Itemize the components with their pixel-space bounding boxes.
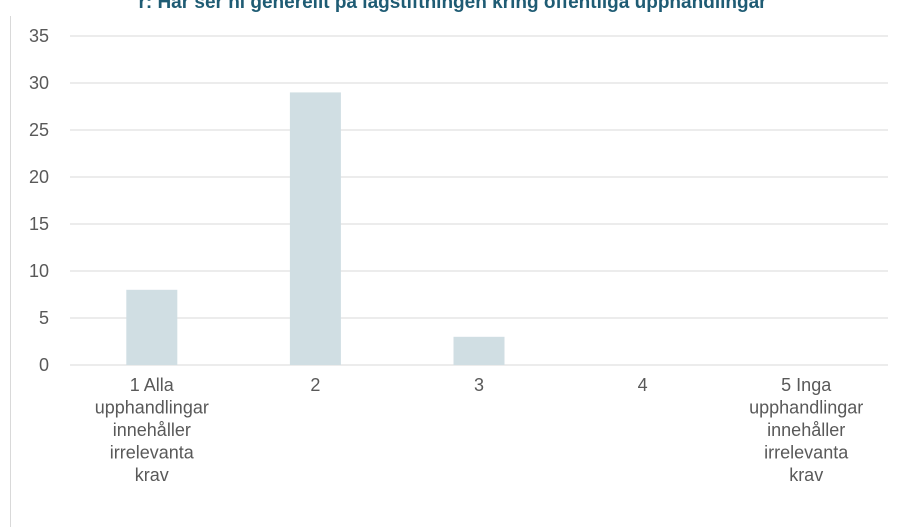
chart-frame-left bbox=[10, 16, 11, 527]
bars bbox=[126, 92, 505, 366]
bar-2 bbox=[289, 92, 341, 366]
y-tick-label: 5 bbox=[39, 308, 49, 328]
y-tick-label: 0 bbox=[39, 355, 49, 375]
y-tick-label: 10 bbox=[29, 261, 49, 281]
y-tick-label: 35 bbox=[29, 26, 49, 46]
x-category-label-5: 5 Inga upphandlingar innehåller irrelevanta… bbox=[749, 375, 863, 485]
y-tick-label: 20 bbox=[29, 167, 49, 187]
x-category-label-2: 2 bbox=[310, 375, 320, 395]
chart-title-text: r: Har ser ni generellt på lagstiftninge… bbox=[138, 0, 767, 13]
y-tick-label: 25 bbox=[29, 120, 49, 140]
x-category-label-4: 4 bbox=[638, 375, 648, 395]
x-category-label-3: 3 bbox=[474, 375, 484, 395]
grid-lines bbox=[70, 35, 888, 366]
x-axis-labels: 1 Alla upphandlingar innehåller irrelevanta… bbox=[95, 375, 864, 485]
y-tick-label: 15 bbox=[29, 214, 49, 234]
bar-3 bbox=[453, 336, 505, 365]
y-tick-label: 30 bbox=[29, 73, 49, 93]
bar-1 bbox=[126, 289, 178, 365]
chart-title: r: Har ser ni generellt på lagstiftninge… bbox=[0, 0, 905, 14]
x-category-label-1: 1 Alla upphandlingar innehåller irrelevanta… bbox=[95, 375, 209, 485]
y-axis-ticks: 0 5 10 15 20 25 30 35 bbox=[29, 26, 49, 375]
